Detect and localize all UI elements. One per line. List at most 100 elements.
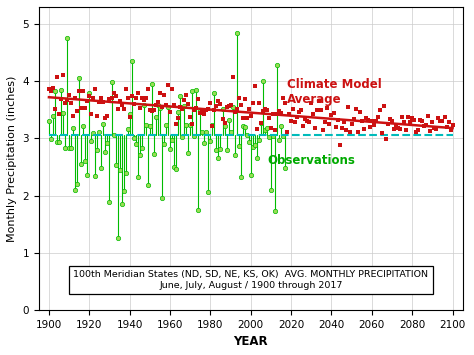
Point (80, 88, 87, 94)
Point (283, 129, 291, 135)
Point (199, 107, 206, 113)
Point (108, 95, 115, 101)
Point (352, 106, 359, 112)
Point (178, 106, 186, 111)
Point (80, 123, 87, 129)
Point (372, 119, 380, 124)
Point (412, 129, 420, 135)
Point (65, 145, 73, 151)
Point (120, 106, 128, 111)
Point (128, 93, 136, 99)
Point (417, 117, 424, 122)
Point (85, 90, 93, 96)
Point (410, 117, 418, 123)
Point (130, 135, 137, 141)
Point (267, 187, 275, 193)
Point (182, 122, 190, 127)
Point (75, 88, 83, 94)
Point (354, 130, 362, 135)
Point (253, 155, 261, 161)
Point (49, 86, 57, 91)
Point (162, 102, 170, 108)
Point (61, 146, 69, 151)
Point (435, 115, 442, 121)
Point (108, 79, 115, 85)
Point (197, 109, 204, 114)
Point (186, 115, 194, 120)
Point (390, 126, 398, 131)
Point (427, 128, 434, 134)
Point (229, 104, 237, 110)
Point (370, 122, 378, 128)
Point (91, 86, 99, 92)
Point (338, 125, 346, 131)
Point (156, 90, 164, 96)
Point (83, 98, 91, 104)
Point (116, 98, 123, 104)
Point (409, 116, 416, 121)
Point (447, 127, 455, 133)
Point (419, 118, 426, 124)
Point (194, 96, 202, 102)
Point (191, 133, 198, 139)
Point (100, 121, 107, 127)
Point (213, 147, 220, 153)
Point (166, 109, 174, 115)
Point (269, 133, 277, 138)
Point (303, 118, 311, 124)
Point (297, 107, 305, 113)
Point (330, 110, 337, 116)
Point (142, 122, 150, 128)
Point (277, 110, 285, 116)
Point (221, 120, 228, 126)
Point (109, 91, 117, 96)
Point (51, 89, 59, 94)
Point (98, 95, 105, 101)
Point (388, 118, 396, 124)
Point (176, 93, 184, 99)
Point (152, 103, 160, 108)
Point (85, 93, 93, 99)
Point (217, 101, 224, 107)
Point (136, 105, 144, 110)
Point (255, 137, 263, 142)
Point (101, 115, 109, 121)
Point (227, 129, 234, 135)
Point (237, 102, 245, 108)
Point (100, 99, 107, 105)
Point (314, 108, 321, 113)
Point (209, 123, 216, 129)
Point (243, 132, 251, 138)
Point (398, 115, 406, 120)
Point (132, 141, 139, 146)
Point (336, 142, 343, 148)
Point (439, 118, 447, 124)
Point (293, 114, 301, 120)
Point (364, 117, 372, 123)
Point (168, 137, 176, 143)
Point (386, 116, 394, 121)
Point (273, 62, 281, 67)
Point (189, 121, 196, 127)
Point (69, 125, 77, 131)
Point (75, 76, 83, 81)
Point (382, 136, 390, 141)
Point (72, 95, 79, 101)
Point (124, 95, 131, 101)
Point (210, 90, 218, 95)
Point (96, 99, 103, 105)
Point (189, 88, 196, 94)
Point (152, 115, 160, 120)
Point (360, 126, 367, 132)
Point (279, 133, 287, 139)
Point (150, 107, 158, 113)
Point (292, 120, 299, 125)
Point (186, 122, 194, 127)
Point (88, 111, 95, 117)
Text: Climate Model
Average: Climate Model Average (287, 78, 382, 106)
Point (59, 110, 67, 116)
Point (67, 100, 75, 106)
Point (83, 173, 91, 178)
Point (422, 122, 430, 128)
Point (441, 114, 448, 120)
